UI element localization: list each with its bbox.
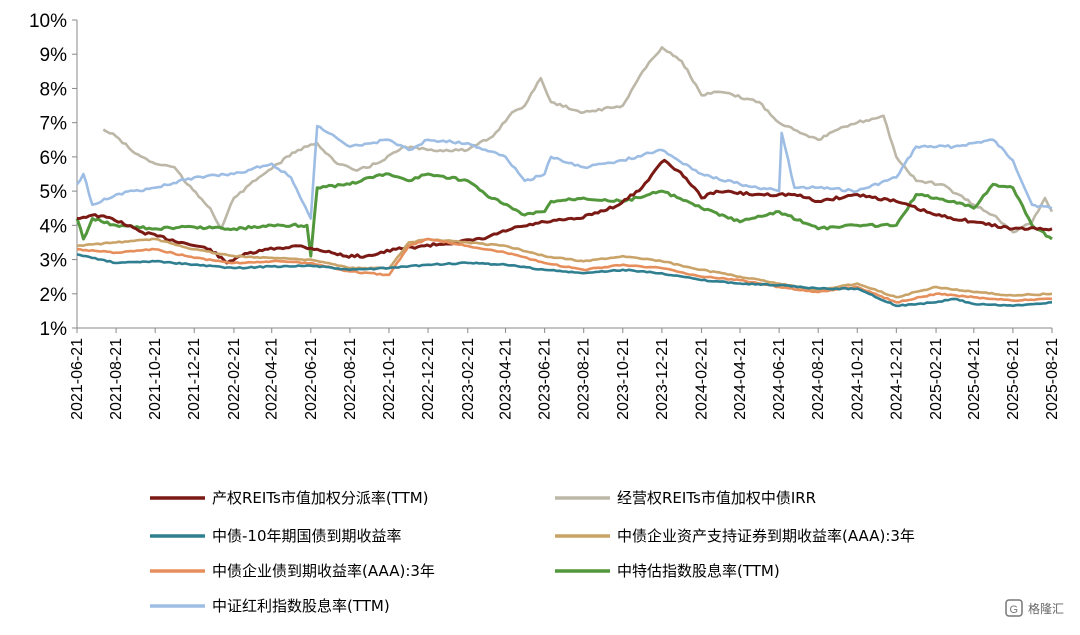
y-tick-label: 8% xyxy=(40,79,68,100)
y-tick-label: 3% xyxy=(40,251,68,272)
x-tick-label: 2023-08-21 xyxy=(576,338,593,420)
y-tick-label: 6% xyxy=(40,148,68,169)
x-tick-label: 2022-10-21 xyxy=(381,338,398,420)
series-line-2 xyxy=(76,253,1053,308)
y-tick-label: 7% xyxy=(40,114,68,135)
x-tick-label: 2023-06-21 xyxy=(537,338,554,420)
x-tick-label: 2024-08-21 xyxy=(810,338,827,420)
watermark-logo-icon: G xyxy=(1005,599,1023,617)
legend-label-5: 中特估指数股息率(TTM) xyxy=(617,562,780,580)
series-line-1 xyxy=(102,46,1054,234)
x-tick-label: 2025-04-21 xyxy=(966,338,983,420)
y-tick-label: 1% xyxy=(40,319,68,340)
chart-legend: 产权REITs市值加权分派率(TTM) 经营权REITs市值加权中债IRR 中债-1… xyxy=(150,489,915,615)
x-tick-label: 2023-04-21 xyxy=(498,338,515,420)
y-tick-label: 9% xyxy=(40,45,68,66)
x-tick-label: 2024-04-21 xyxy=(732,338,749,420)
series-line-3 xyxy=(76,237,1053,299)
legend-label-3: 中债企业资产支持证券到期收益率(AAA):3年 xyxy=(617,527,915,545)
x-tick-label: 2022-06-21 xyxy=(303,338,320,420)
svg-text:G: G xyxy=(1010,604,1019,616)
y-tick-label: 2% xyxy=(40,285,68,306)
legend-label-2: 中债-10年期国债到期收益率 xyxy=(212,527,402,545)
x-tick-label: 2021-06-21 xyxy=(69,338,86,420)
series-line-6 xyxy=(75,124,1053,220)
series-line-5 xyxy=(75,172,1053,258)
x-tick-label: 2024-02-21 xyxy=(694,338,711,420)
legend-label-6: 中证红利指数股息率(TTM) xyxy=(212,597,390,615)
y-tick-label: 10% xyxy=(29,11,67,32)
x-tick-label: 2023-12-21 xyxy=(654,338,671,420)
y-tick-label: 5% xyxy=(40,182,68,203)
watermark-text: 格隆汇 xyxy=(1028,601,1064,616)
x-tick-label: 2025-02-21 xyxy=(928,338,945,420)
x-tick-label: 2025-08-21 xyxy=(1044,338,1061,420)
x-tick-label: 2021-12-21 xyxy=(186,338,203,420)
chart-series xyxy=(75,46,1054,308)
x-tick-label: 2024-12-21 xyxy=(888,338,905,420)
x-tick-label: 2023-10-21 xyxy=(615,338,632,420)
x-tick-label: 2022-12-21 xyxy=(420,338,437,420)
legend-label-1: 经营权REITs市值加权中债IRR xyxy=(617,489,816,507)
x-tick-label: 2022-02-21 xyxy=(226,338,243,420)
watermark: G 格隆汇 xyxy=(1005,599,1064,617)
chart-axes: 10% 9% 8% 7% 6% 5% 4% 3% 2% 1%2021-06-21 2021-08-2… xyxy=(29,11,1061,420)
x-tick-label: 2024-06-21 xyxy=(771,338,788,420)
x-tick-label: 2022-04-21 xyxy=(264,338,281,420)
x-tick-label: 2025-06-21 xyxy=(1005,338,1022,420)
x-tick-label: 2021-10-21 xyxy=(147,338,164,420)
legend-label-0: 产权REITs市值加权分派率(TTM) xyxy=(212,489,429,507)
y-tick-label: 4% xyxy=(40,216,68,237)
x-tick-label: 2023-02-21 xyxy=(460,338,477,420)
series-line-4 xyxy=(76,237,1053,304)
x-tick-label: 2021-08-21 xyxy=(108,338,125,420)
x-tick-label: 2024-10-21 xyxy=(849,338,866,420)
legend-label-4: 中债企业债到期收益率(AAA):3年 xyxy=(212,562,435,580)
x-tick-label: 2022-08-21 xyxy=(342,338,359,420)
